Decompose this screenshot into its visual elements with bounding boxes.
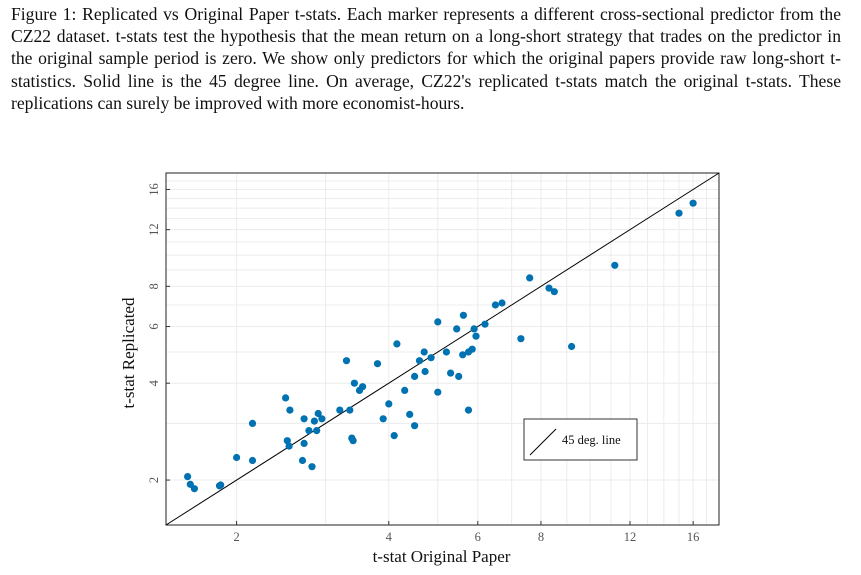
data-point	[420, 348, 428, 356]
x-tick-label: 16	[687, 530, 700, 544]
x-axis-title: t-stat Original Paper	[373, 547, 511, 566]
data-point	[468, 345, 476, 353]
data-point	[190, 485, 198, 493]
data-point	[393, 340, 401, 348]
data-point	[470, 325, 478, 333]
y-tick-label: 8	[147, 283, 161, 289]
caption-text: Replicated vs Original Paper t-stats. Ea…	[11, 4, 841, 113]
x-tick-label: 4	[386, 530, 393, 544]
data-point	[434, 318, 442, 326]
data-point	[421, 367, 429, 376]
data-point	[310, 417, 318, 425]
data-point	[233, 453, 241, 462]
data-point	[415, 357, 424, 365]
x-tick-label: 8	[538, 530, 544, 544]
data-point	[283, 437, 291, 445]
data-point	[411, 372, 419, 380]
data-point	[248, 456, 257, 465]
data-point	[568, 342, 576, 351]
data-point	[675, 209, 683, 217]
figure-label: Figure 1:	[11, 4, 77, 24]
data-point	[526, 274, 534, 282]
data-point	[313, 427, 321, 435]
legend-box	[523, 418, 638, 461]
data-point	[308, 463, 316, 471]
data-point	[305, 427, 313, 435]
data-point	[346, 406, 354, 414]
data-point	[300, 415, 308, 423]
data-point	[689, 199, 697, 207]
data-point	[298, 456, 307, 465]
data-point	[401, 386, 409, 394]
x-tick-label: 12	[624, 530, 637, 544]
data-point	[455, 372, 463, 380]
plot-frame	[165, 172, 720, 526]
data-point	[342, 357, 351, 365]
reference-line-45deg	[165, 172, 720, 526]
y-tick-label: 4	[147, 379, 161, 386]
x-ticks: 2 4 6 8 12 16	[233, 521, 699, 544]
data-point	[545, 284, 553, 292]
data-point	[336, 406, 344, 414]
data-point	[491, 301, 499, 309]
data-point	[481, 320, 489, 328]
data-point	[349, 437, 357, 445]
data-point	[282, 394, 290, 402]
data-point	[286, 406, 294, 414]
y-ticks: 2 4 6 8 12 16	[147, 183, 170, 483]
data-point	[453, 325, 461, 333]
data-point	[359, 383, 367, 391]
data-point	[379, 415, 387, 423]
data-point	[442, 348, 450, 356]
data-point	[472, 332, 480, 340]
data-point	[385, 400, 393, 408]
y-tick-label: 2	[147, 477, 161, 483]
data-points	[184, 199, 697, 493]
y-tick-label: 12	[147, 223, 161, 236]
data-point	[373, 360, 382, 368]
data-point	[285, 442, 293, 450]
data-point	[464, 406, 473, 414]
legend: 45 deg. line	[523, 418, 638, 461]
data-point	[411, 422, 419, 430]
data-point	[427, 354, 435, 362]
y-axis-title: t-stat Replicated	[119, 297, 138, 408]
data-point	[434, 388, 442, 396]
data-point	[517, 335, 525, 343]
y-tick-label: 16	[147, 183, 161, 196]
data-point	[406, 410, 414, 418]
data-point	[459, 351, 467, 359]
figure-caption: Figure 1: Replicated vs Original Paper t…	[11, 3, 841, 114]
x-tick-label: 2	[233, 530, 239, 544]
legend-label: 45 deg. line	[562, 433, 621, 447]
data-point	[314, 409, 322, 418]
data-point	[217, 481, 225, 489]
data-point	[248, 419, 257, 427]
y-tick-label: 6	[147, 323, 161, 329]
legend-line-swatch	[529, 428, 557, 456]
data-point	[318, 415, 326, 423]
data-point	[447, 369, 455, 377]
data-point	[498, 299, 506, 307]
data-point	[550, 288, 558, 296]
data-point	[184, 473, 192, 481]
data-point	[611, 261, 619, 269]
data-point	[459, 311, 467, 319]
x-tick-label: 6	[475, 530, 481, 544]
data-point	[390, 432, 398, 440]
data-point	[350, 379, 358, 387]
data-point	[300, 439, 308, 447]
